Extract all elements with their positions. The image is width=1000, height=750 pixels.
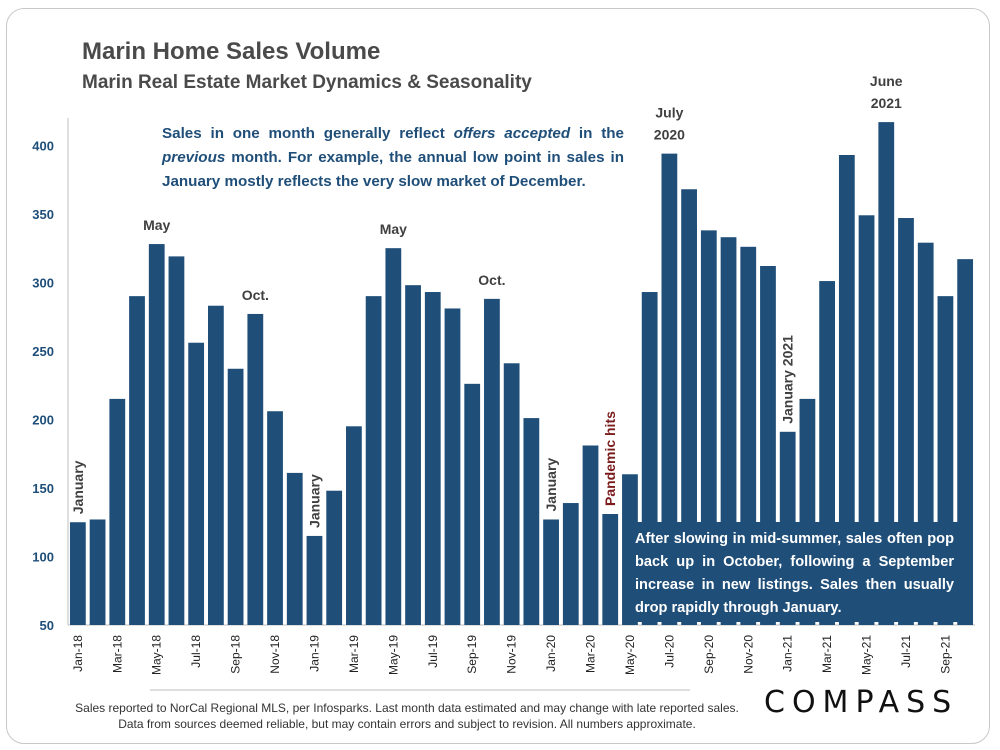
x-tick-label: Mar-18	[110, 635, 124, 673]
x-tick-label: Jan-19	[307, 635, 321, 672]
x-tick-label: Jul-20	[662, 635, 676, 668]
january-annotation: January	[70, 460, 86, 514]
source-footnote: Sales reported to NorCal Regional MLS, p…	[75, 701, 739, 731]
bar	[523, 418, 540, 625]
y-tick-label: 100	[32, 549, 54, 564]
january-annotation: January 2021	[780, 335, 796, 424]
bar	[69, 522, 86, 625]
note-offers-accepted: Sales in one month generally reflect off…	[162, 122, 624, 194]
peak-annotation: May	[380, 221, 407, 237]
bar	[878, 122, 895, 625]
bar	[267, 411, 283, 625]
x-tick-label: Nov-18	[268, 635, 282, 674]
bar	[661, 153, 678, 626]
x-tick-label: Sep-18	[229, 635, 243, 674]
y-tick-label: 50	[40, 618, 54, 633]
bar	[129, 296, 145, 625]
bar	[503, 363, 520, 625]
y-tick-label: 350	[32, 207, 54, 222]
january-annotation: January	[306, 474, 322, 528]
bar	[444, 308, 461, 625]
peak-annotation: Oct.	[478, 272, 505, 288]
bar	[582, 445, 599, 625]
bar	[424, 292, 441, 625]
y-tick-label: 150	[32, 481, 54, 496]
bar	[286, 472, 303, 625]
chart-subtitle: Marin Real Estate Market Dynamics & Seas…	[82, 72, 532, 93]
y-tick-label: 200	[32, 412, 54, 427]
x-tick-label: Sep-21	[938, 635, 952, 674]
x-tick-label: Sep-20	[702, 635, 716, 674]
peak-annotation-year: 2020	[654, 127, 685, 143]
note1-text-b: in the	[570, 125, 624, 142]
bar	[365, 296, 382, 625]
note-october-bump: After slowing in mid-summer, sales often…	[626, 522, 962, 622]
bar	[148, 244, 165, 625]
bar	[562, 503, 579, 625]
note1-text-a: Sales in one month generally reflect	[162, 125, 454, 142]
x-tick-label: May-21	[860, 635, 874, 675]
bar	[207, 305, 224, 625]
y-tick-label: 300	[32, 275, 54, 290]
bar	[188, 342, 205, 625]
bar	[168, 256, 185, 625]
x-tick-label: Jan-21	[781, 635, 795, 672]
note1-text-c: month. For example, the annual low point…	[162, 149, 624, 190]
bar	[838, 154, 855, 625]
x-tick-label: May-18	[150, 635, 164, 675]
bar	[247, 313, 264, 625]
peak-annotation: Oct.	[242, 287, 269, 303]
x-tick-label: Sep-19	[465, 635, 479, 674]
bar	[681, 189, 697, 625]
peak-annotation: June	[870, 73, 903, 89]
bar	[602, 514, 619, 625]
bar	[227, 368, 244, 625]
chart-title: Marin Home Sales Volume	[82, 38, 381, 65]
bar	[405, 285, 421, 625]
y-tick-label: 400	[32, 138, 54, 153]
x-tick-label: Jul-18	[189, 635, 203, 668]
bar	[346, 426, 362, 625]
bar	[484, 298, 500, 625]
compass-logo: COMPASS	[764, 685, 959, 720]
x-tick-label: Mar-20	[584, 635, 598, 673]
bar	[89, 519, 106, 625]
x-tick-label: Jul-19	[426, 635, 440, 668]
bar	[109, 398, 126, 625]
peak-annotation: July	[655, 105, 683, 121]
january-annotation: January	[543, 458, 559, 512]
bar	[306, 535, 323, 625]
x-tick-label: Jul-21	[899, 635, 913, 668]
x-tick-label: May-20	[623, 635, 637, 675]
x-tick-label: Mar-21	[820, 635, 834, 673]
note1-em-b: previous	[162, 149, 226, 166]
bar	[543, 519, 559, 625]
bar	[464, 383, 481, 625]
peak-annotation: May	[143, 217, 170, 233]
peak-annotation-year: 2021	[871, 95, 902, 111]
x-tick-label: Jan-20	[544, 635, 558, 672]
pandemic-annotation: Pandemic hits	[602, 411, 618, 506]
x-tick-label: Mar-19	[347, 635, 361, 673]
note1-em-a: offers accepted	[453, 125, 571, 142]
x-tick-label: Jan-18	[71, 635, 85, 672]
x-tick-label: Nov-19	[505, 635, 519, 674]
x-tick-label: May-19	[386, 635, 400, 675]
bar	[385, 248, 402, 626]
bar	[326, 490, 343, 625]
x-tick-label: Nov-20	[741, 635, 755, 674]
y-tick-label: 250	[32, 344, 54, 359]
